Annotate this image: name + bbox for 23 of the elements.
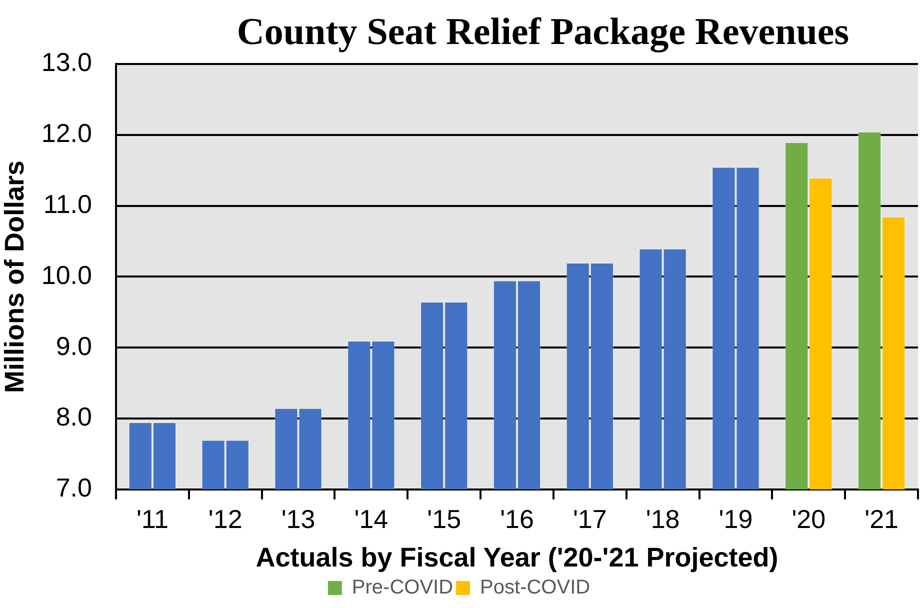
y-tick-label: 8.0 bbox=[56, 402, 92, 432]
x-tick-label: '11 bbox=[136, 504, 168, 534]
y-tick-label: 11.0 bbox=[43, 188, 92, 219]
legend-label: Post-COVID bbox=[480, 576, 590, 599]
x-tick-label: '20 bbox=[792, 504, 826, 534]
x-tick-label: '12 bbox=[208, 504, 242, 534]
y-tick-label: 10.0 bbox=[41, 260, 92, 290]
y-tick-label: 7.0 bbox=[56, 472, 92, 503]
x-tick-label: '15 bbox=[427, 504, 462, 534]
x-tick-label: '13 bbox=[281, 504, 316, 534]
x-axis-title: Actuals by Fiscal Year ('20-'21 Projected) bbox=[256, 542, 778, 572]
y-tick-label: 9.0 bbox=[56, 330, 92, 361]
x-tick-label: '18 bbox=[646, 504, 680, 534]
x-tick-label: '19 bbox=[718, 504, 753, 534]
x-tick-label: '17 bbox=[572, 504, 607, 534]
y-tick-label: 12.0 bbox=[41, 118, 92, 148]
x-tick-label: '16 bbox=[500, 504, 534, 534]
x-tick-label: '14 bbox=[354, 504, 388, 534]
chart-title: County Seat Relief Package Revenues bbox=[236, 10, 850, 54]
x-tick-label: '21 bbox=[864, 504, 898, 534]
y-axis-title: Millions of Dollars bbox=[0, 160, 30, 393]
y-tick-label: 13.0 bbox=[41, 47, 92, 78]
legend-label: Pre-COVID bbox=[352, 576, 454, 599]
